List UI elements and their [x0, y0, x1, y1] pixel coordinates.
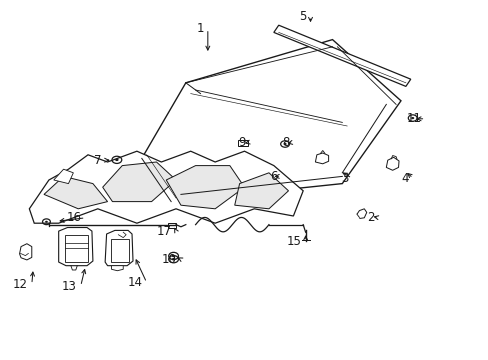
Bar: [167, 223, 175, 228]
Polygon shape: [20, 244, 32, 260]
Circle shape: [410, 117, 413, 119]
Text: 11: 11: [406, 112, 421, 125]
Circle shape: [172, 255, 175, 257]
Text: 1: 1: [196, 22, 203, 35]
Polygon shape: [142, 40, 400, 202]
Text: 16: 16: [66, 211, 81, 224]
Text: 14: 14: [127, 276, 142, 289]
Polygon shape: [29, 151, 303, 223]
Text: 8: 8: [282, 136, 289, 149]
Polygon shape: [105, 230, 133, 266]
Bar: [238, 140, 247, 146]
Circle shape: [283, 143, 286, 145]
Text: 2: 2: [367, 211, 374, 224]
Bar: [64, 235, 88, 262]
Circle shape: [172, 258, 175, 261]
Text: 5: 5: [299, 10, 306, 23]
Polygon shape: [273, 25, 410, 86]
Polygon shape: [44, 176, 107, 209]
Text: 15: 15: [286, 235, 301, 248]
Text: 4: 4: [401, 172, 408, 185]
Text: 12: 12: [13, 278, 28, 291]
Text: 7: 7: [94, 154, 101, 167]
Polygon shape: [234, 173, 288, 209]
Polygon shape: [59, 228, 93, 266]
Text: 6: 6: [269, 170, 277, 183]
Polygon shape: [102, 162, 176, 202]
Circle shape: [45, 221, 48, 223]
Text: 9: 9: [238, 136, 245, 149]
Text: 10: 10: [162, 253, 177, 266]
Polygon shape: [166, 166, 244, 209]
Polygon shape: [54, 169, 73, 184]
Bar: [111, 239, 129, 262]
Polygon shape: [111, 266, 123, 271]
Circle shape: [115, 158, 118, 161]
Text: 3: 3: [340, 172, 347, 185]
Polygon shape: [386, 157, 398, 170]
Text: 13: 13: [62, 280, 77, 293]
Polygon shape: [315, 153, 328, 164]
Text: 17: 17: [157, 225, 172, 238]
